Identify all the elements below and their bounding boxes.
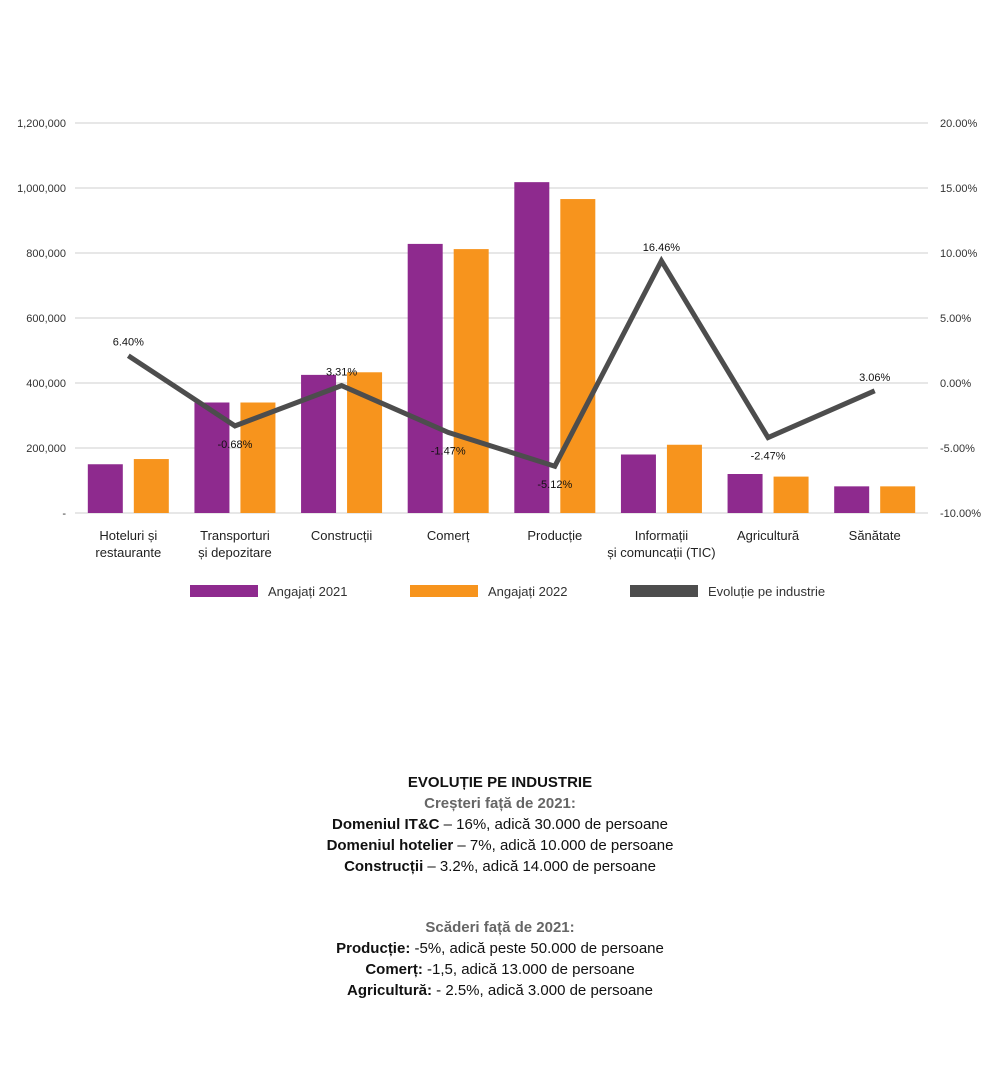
left-tick-label: 200,000: [26, 443, 66, 455]
increase-item: Construcții – 3.2%, adică 14.000 de pers…: [0, 856, 1000, 877]
bar-2021: [620, 454, 656, 513]
right-tick-label: 20.00%: [940, 118, 978, 130]
category-label: Hoteluri și restaurante: [95, 528, 161, 560]
decrease-label: Producție:: [336, 940, 411, 957]
line-data-label: 3.06%: [859, 372, 890, 384]
decreases-heading: Scăderi față de 2021:: [425, 919, 575, 936]
right-tick-label: -10.00%: [940, 508, 981, 520]
increase-item: Domeniul hotelier – 7%, adică 10.000 de …: [0, 835, 1000, 856]
bar-2022: [880, 486, 916, 513]
employment-chart: - 200,000 400,000 600,000 800,000 1,000,000 1,…: [17, 118, 981, 599]
increase-text: – 3.2%, adică 14.000 de persoane: [423, 858, 656, 875]
legend-label: Evoluție pe industrie: [708, 584, 825, 599]
legend-swatch: [410, 585, 478, 597]
decrease-label: Comerț:: [365, 961, 423, 978]
line-data-label: -2.47%: [751, 451, 786, 463]
summary-title: EVOLUȚIE PE INDUSTRIE: [407, 774, 593, 791]
legend-swatch: [190, 585, 258, 597]
bar-2022: [560, 199, 596, 514]
decrease-label: Agricultură:: [346, 982, 432, 999]
bar-2022: [666, 444, 702, 513]
category-label: Producție: [527, 528, 582, 543]
decrease-item: Comerț: -1,5, adică 13.000 de persoane: [0, 959, 1000, 980]
legend-label: Angajați 2022: [488, 584, 568, 599]
left-tick-label: 400,000: [26, 378, 66, 390]
evolution-line: 6.40% -0.68% 3.31% -1.47% -5.12% 16.46% -2.47%…: [113, 242, 891, 491]
decrease-item: Producție: -5%, adică peste 50.000 de pe…: [0, 938, 1000, 959]
category-label: Transporturi și depozitare: [198, 528, 272, 560]
bar-2022: [773, 476, 809, 513]
summary-block: EVOLUȚIE PE INDUSTRIE Creșteri față de 2…: [0, 772, 1000, 1001]
bars: [87, 182, 916, 514]
right-tick-label: 15.00%: [940, 183, 978, 195]
legend-swatch: [630, 585, 698, 597]
category-labels: Hoteluri și restaurante Transporturi și dep…: [95, 528, 900, 560]
left-tick-label: 1,000,000: [17, 183, 66, 195]
right-axis: -10.00% -5.00% 0.00% 5.00% 10.00% 15.00% 20.00…: [940, 118, 981, 520]
decrease-text: -1,5, adică 13.000 de persoane: [422, 961, 635, 978]
line-data-label: -1.47%: [431, 445, 466, 457]
bar-2021: [407, 243, 443, 513]
right-tick-label: 0.00%: [940, 378, 971, 390]
category-label: Informații și comuncații (TIC): [607, 528, 715, 560]
increase-text: – 16%, adică 30.000 de persoane: [439, 816, 668, 833]
line-data-label: 3.31%: [326, 367, 357, 379]
category-label: Construcții: [311, 528, 373, 543]
left-axis: - 200,000 400,000 600,000 800,000 1,000,000 1,…: [17, 118, 66, 520]
line-data-label: -0.68%: [218, 439, 253, 451]
evolution-line-path: [126, 255, 876, 470]
increase-label: Domeniul hotelier: [326, 837, 454, 854]
increase-item: Domeniul IT&C – 16%, adică 30.000 de per…: [0, 814, 1000, 835]
bar-2021: [834, 486, 870, 513]
increase-text: – 7%, adică 10.000 de persoane: [453, 837, 674, 854]
right-tick-label: 10.00%: [940, 248, 978, 260]
line-data-label: 16.46%: [643, 242, 681, 254]
bar-2021: [87, 464, 123, 513]
increase-label: Construcții: [344, 858, 424, 875]
line-data-label: -5.12%: [537, 479, 572, 491]
category-label: Agricultură: [737, 528, 800, 543]
decrease-item: Agricultură: - 2.5%, adică 3.000 de pers…: [0, 980, 1000, 1001]
line-data-label: 6.40%: [113, 337, 144, 349]
increase-label: Domeniul IT&C: [331, 816, 440, 833]
increases-heading: Creșteri față de 2021:: [424, 795, 576, 812]
legend-label: Angajați 2021: [268, 584, 348, 599]
left-tick-label: 800,000: [26, 248, 66, 260]
left-tick-label: 600,000: [26, 313, 66, 325]
decrease-text: -5%, adică peste 50.000 de persoane: [410, 940, 664, 957]
bar-2021: [727, 474, 763, 513]
decrease-text: - 2.5%, adică 3.000 de persoane: [432, 982, 653, 999]
category-label: Comerț: [427, 528, 470, 543]
left-tick-label: 1,200,000: [17, 118, 66, 130]
bar-2022: [133, 459, 169, 513]
bar-2022: [453, 249, 489, 513]
legend: Angajați 2021 Angajați 2022 Evoluție pe in…: [190, 584, 825, 599]
right-tick-label: -5.00%: [940, 443, 975, 455]
right-tick-label: 5.00%: [940, 313, 971, 325]
left-tick-label: -: [62, 508, 66, 520]
category-label: Sănătate: [849, 528, 901, 543]
